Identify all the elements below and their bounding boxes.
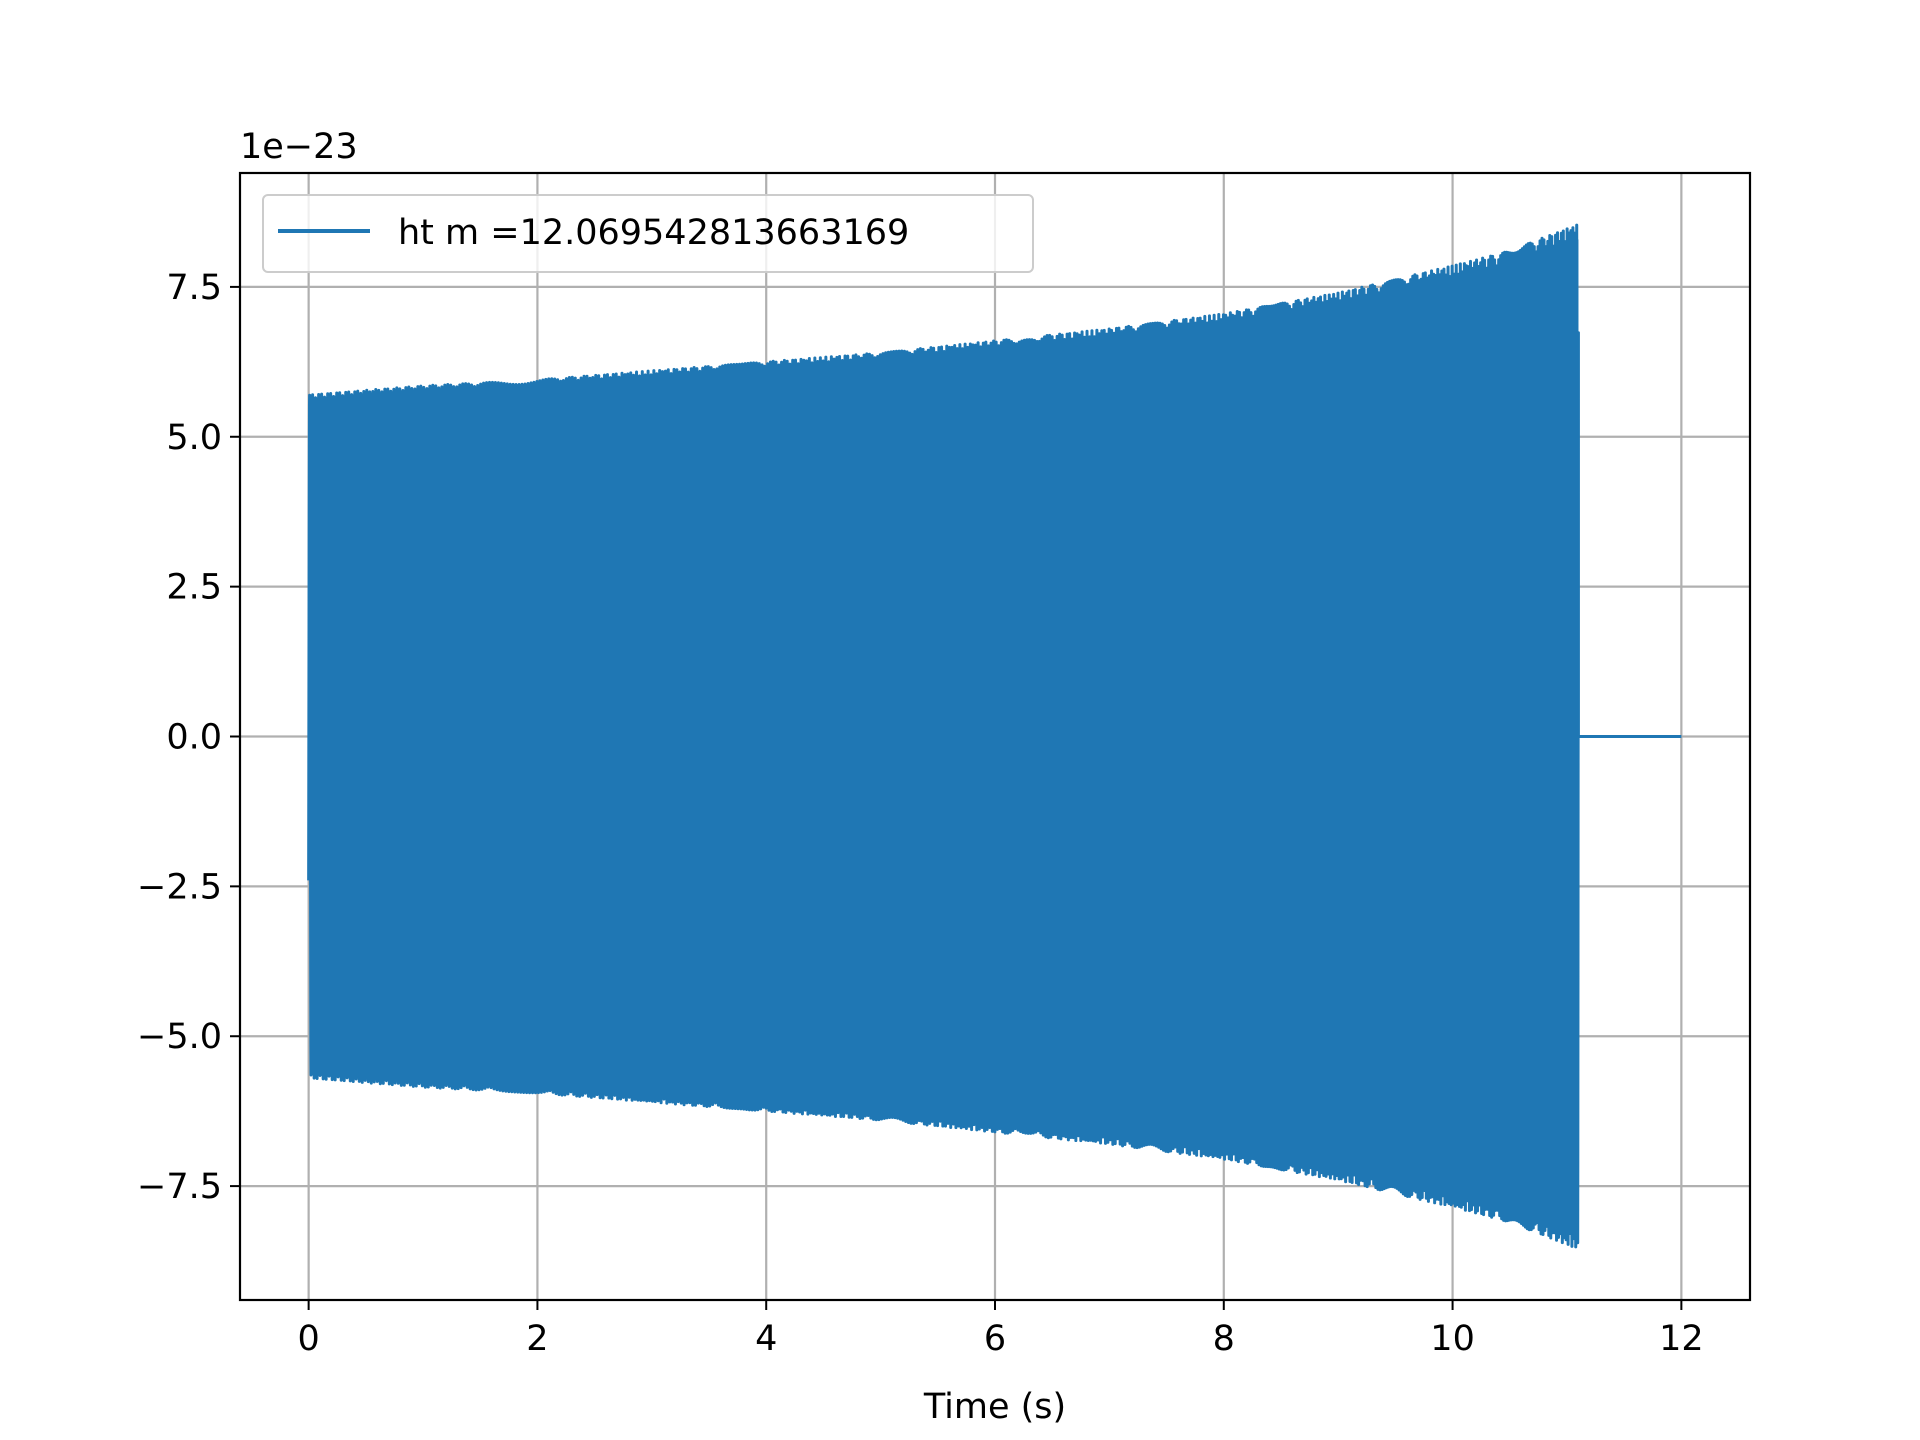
x-tick-label: 10 [1430, 1319, 1475, 1359]
series-line-ht [307, 223, 1682, 1249]
x-axis-label: Time (s) [923, 1387, 1066, 1427]
x-tick-label: 4 [755, 1319, 777, 1359]
legend-box [262, 194, 1034, 273]
legend-label: ht m =12.069542813663169 [398, 213, 909, 253]
y-offset-text: 1e−23 [240, 127, 358, 167]
y-tick-label: 5.0 [166, 418, 222, 458]
y-tick-label: −2.5 [137, 867, 222, 907]
y-axis: −7.5 −5.0 −2.5 0.0 2.5 5.0 7.5 [137, 268, 240, 1207]
x-tick-label: 2 [526, 1319, 548, 1359]
y-tick-label: 2.5 [166, 568, 222, 608]
x-tick-label: 6 [984, 1319, 1006, 1359]
legend: ht m =12.069542813663169 [262, 194, 1034, 273]
series-layer [307, 223, 1682, 1249]
y-tick-label: −5.0 [137, 1017, 222, 1057]
y-tick-label: 7.5 [166, 268, 222, 308]
x-axis: 0 2 4 6 8 10 12 [297, 1300, 1704, 1359]
x-tick-label: 8 [1213, 1319, 1235, 1359]
x-tick-label: 12 [1659, 1319, 1704, 1359]
y-tick-label: −7.5 [137, 1167, 222, 1207]
x-tick-label: 0 [297, 1319, 319, 1359]
y-tick-label: 0.0 [166, 718, 222, 758]
